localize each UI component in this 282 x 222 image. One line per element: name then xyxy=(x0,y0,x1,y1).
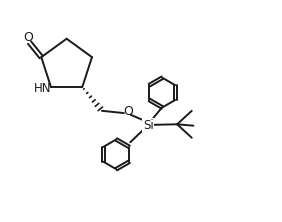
Text: HN: HN xyxy=(34,82,52,95)
Text: O: O xyxy=(124,105,134,119)
Text: O: O xyxy=(23,31,33,44)
Text: Si: Si xyxy=(143,119,154,132)
